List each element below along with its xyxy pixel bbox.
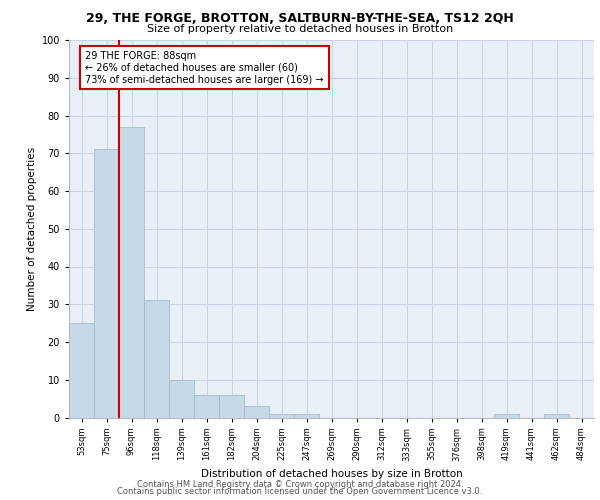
Bar: [294, 414, 319, 418]
Text: 29 THE FORGE: 88sqm
← 26% of detached houses are smaller (60)
73% of semi-detach: 29 THE FORGE: 88sqm ← 26% of detached ho…: [85, 52, 324, 84]
Bar: [94, 150, 119, 418]
Bar: [244, 406, 269, 417]
Bar: [144, 300, 169, 418]
Bar: [119, 127, 144, 418]
Text: Contains public sector information licensed under the Open Government Licence v3: Contains public sector information licen…: [118, 488, 482, 496]
Text: Size of property relative to detached houses in Brotton: Size of property relative to detached ho…: [147, 24, 453, 34]
Bar: [544, 414, 569, 418]
X-axis label: Distribution of detached houses by size in Brotton: Distribution of detached houses by size …: [200, 469, 463, 479]
Bar: [494, 414, 519, 418]
Text: 29, THE FORGE, BROTTON, SALTBURN-BY-THE-SEA, TS12 2QH: 29, THE FORGE, BROTTON, SALTBURN-BY-THE-…: [86, 12, 514, 24]
Bar: [194, 395, 219, 417]
Bar: [69, 323, 94, 418]
Y-axis label: Number of detached properties: Number of detached properties: [28, 146, 37, 311]
Bar: [219, 395, 244, 417]
Bar: [269, 414, 294, 418]
Text: Contains HM Land Registry data © Crown copyright and database right 2024.: Contains HM Land Registry data © Crown c…: [137, 480, 463, 489]
Bar: [169, 380, 194, 418]
